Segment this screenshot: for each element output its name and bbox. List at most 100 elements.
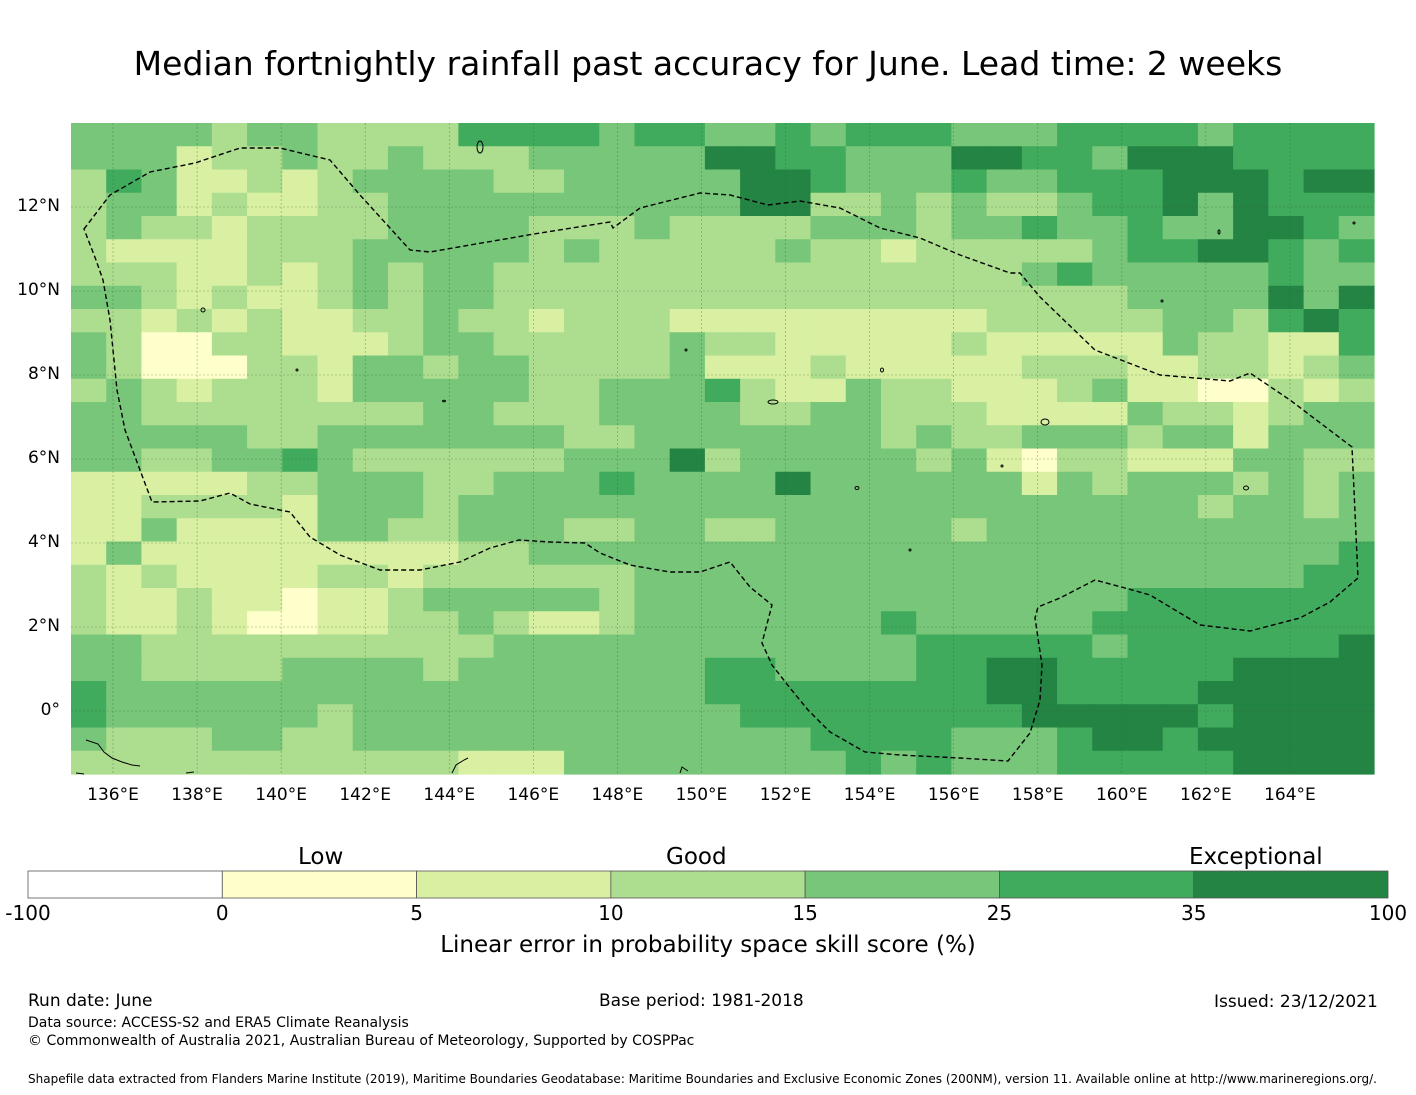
grid-cell [106,541,143,566]
grid-cell [986,402,1023,426]
grid-cell [458,588,495,612]
grid-cell [564,564,600,589]
grid-cell [317,495,354,519]
grid-cell [1092,727,1129,752]
grid-cell [810,518,847,543]
grid-cell [106,402,143,426]
grid-cell [1233,588,1269,612]
grid-cell [951,309,988,333]
grid-cell [986,750,1023,775]
grid-cell [1162,239,1199,264]
grid-cell [106,588,143,612]
grid-cell [106,285,143,310]
grid-cell [1233,402,1269,426]
grid-cell [704,425,741,450]
grid-cell [775,216,812,240]
grid-cell [951,471,988,496]
grid-cell [458,146,495,171]
grid-cell [599,541,636,566]
grid-cell [1338,285,1375,310]
grid-cell [423,123,459,147]
grid-cell [352,727,389,752]
grid-cell [1092,564,1129,589]
grid-cell [211,262,248,287]
grid-cell [634,564,671,589]
grid-cell [1303,634,1340,659]
grid-cell [282,750,319,775]
grid-cell [880,309,917,333]
grid-cell [106,123,143,147]
grid-cell [1127,192,1164,217]
grid-cell [282,611,319,636]
grid-cell [1338,704,1375,729]
island-outline [442,399,446,403]
grid-cell [704,448,741,473]
grid-cell [1303,169,1340,194]
grid-cell [1303,332,1340,357]
grid-cell [704,262,741,287]
grid-cell [599,285,636,310]
grid-cell [493,123,530,147]
grid-cell [916,123,953,147]
grid-cell [1268,657,1305,682]
grid-cell [71,402,107,426]
grid-cell [1268,332,1305,357]
grid-cell [141,332,178,357]
grid-cell [317,239,354,264]
grid-cell [1127,123,1164,147]
grid-cell [1162,495,1199,519]
grid-cell [740,216,776,240]
grid-cell [176,169,213,194]
grid-cell [247,309,283,333]
grid-cell [141,541,178,566]
grid-cell [1338,309,1375,333]
grid-cell [669,123,706,147]
grid-cell [1057,541,1093,566]
grid-cell [528,262,565,287]
grid-cell [775,657,812,682]
grid-cell [916,704,953,729]
grid-cell [704,169,741,194]
grid-cell [493,611,530,636]
grid-cell [564,681,600,705]
grid-cell [845,518,882,543]
grid-cell [1268,309,1305,333]
grid-cell [247,564,283,589]
grid-cell [704,216,741,240]
grid-cell [247,657,283,682]
grid-cell [352,192,389,217]
grid-cell [669,541,706,566]
grid-cell [1303,192,1340,217]
grid-cell [634,611,671,636]
grid-cell [564,309,600,333]
grid-cell [564,285,600,310]
grid-cell [317,216,354,240]
grid-cell [564,518,600,543]
grid-cell [247,262,283,287]
grid-cell [387,681,424,705]
grid-cell [1127,332,1164,357]
grid-cell [1268,471,1305,496]
grid-cell [1057,634,1093,659]
grid-cell [916,518,953,543]
grid-cell [352,355,389,380]
grid-cell [599,378,636,403]
grid-cell [1233,727,1269,752]
grid-cell [986,216,1023,240]
colorbar [27,870,1389,899]
grid-cell [1233,425,1269,450]
grid-cell [176,378,213,403]
latitude-tick-label: 12°N [17,196,60,216]
grid-cell [141,216,178,240]
grid-cell [352,518,389,543]
grid-cell [1338,448,1375,473]
longitude-tick-label: 162°E [1180,785,1232,805]
grid-cell [1268,285,1305,310]
longitude-tick-label: 156°E [927,785,980,805]
grid-cell [1303,448,1340,473]
grid-cell [176,425,213,450]
grid-cell [352,216,389,240]
grid-cell [845,309,882,333]
grid-cell [599,634,636,659]
grid-cell [704,611,741,636]
